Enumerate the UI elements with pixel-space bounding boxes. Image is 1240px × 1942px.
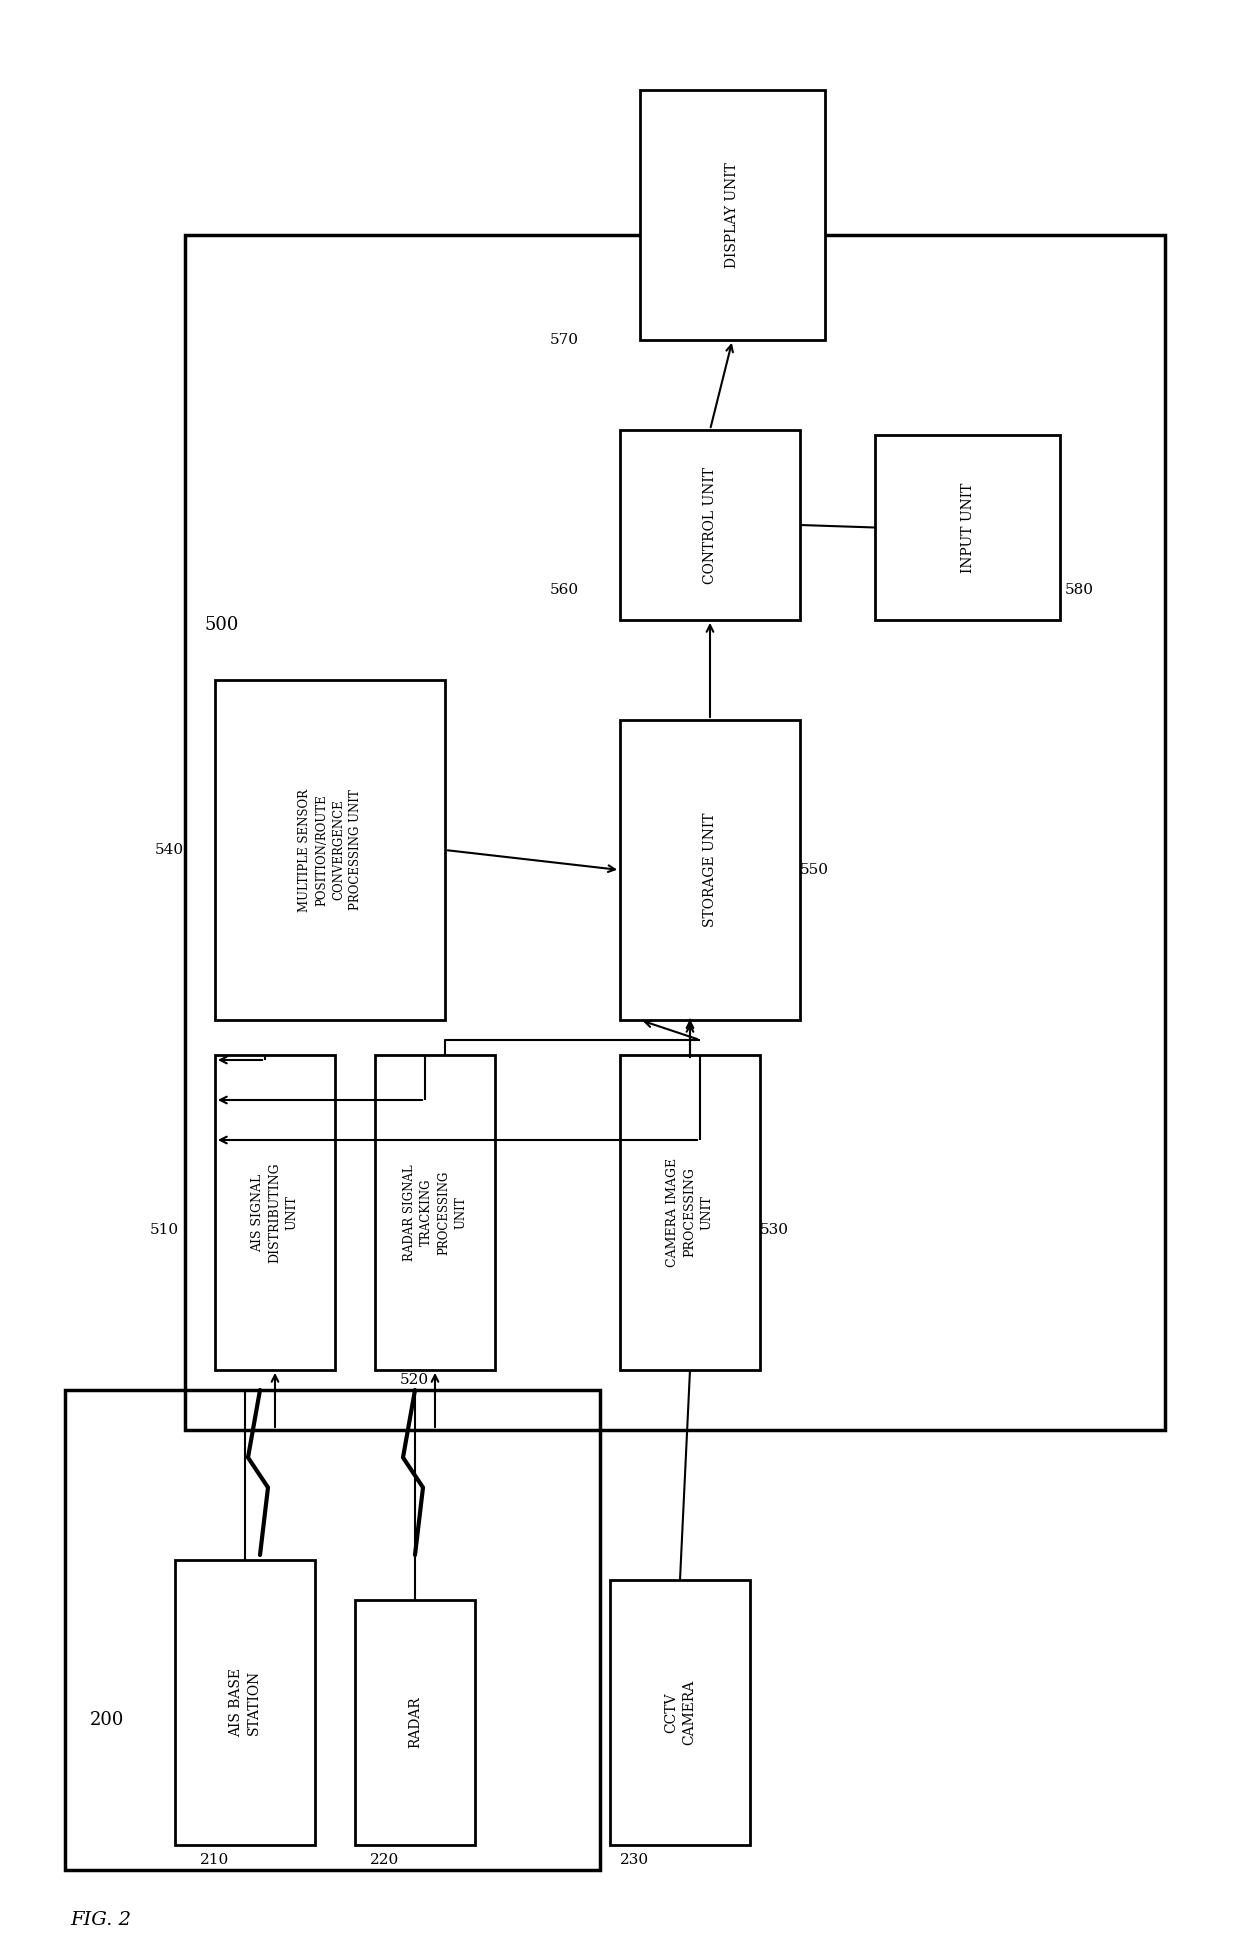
Text: CAMERA IMAGE
PROCESSING
UNIT: CAMERA IMAGE PROCESSING UNIT bbox=[667, 1157, 713, 1266]
Text: 200: 200 bbox=[91, 1711, 124, 1728]
Text: 580: 580 bbox=[1065, 583, 1094, 596]
Text: 550: 550 bbox=[800, 862, 830, 878]
Text: DISPLAY UNIT: DISPLAY UNIT bbox=[725, 161, 739, 268]
Bar bbox=[610, 1581, 750, 1845]
Text: AIS BASE
STATION: AIS BASE STATION bbox=[229, 1668, 262, 1736]
Text: FIG. 2: FIG. 2 bbox=[69, 1911, 131, 1928]
Bar bbox=[215, 1055, 335, 1369]
Text: MULTIPLE SENSOR
POSITION/ROUTE
CONVERGENCE
PROCESSING UNIT: MULTIPLE SENSOR POSITION/ROUTE CONVERGEN… bbox=[298, 788, 362, 911]
Text: CONTROL UNIT: CONTROL UNIT bbox=[703, 466, 717, 583]
Text: 520: 520 bbox=[401, 1373, 429, 1387]
Bar bbox=[185, 235, 1166, 1429]
Text: 220: 220 bbox=[370, 1853, 399, 1866]
Text: 530: 530 bbox=[760, 1223, 789, 1237]
Bar bbox=[215, 680, 445, 1020]
Text: AIS SIGNAL
DISTRIBUTING
UNIT: AIS SIGNAL DISTRIBUTING UNIT bbox=[252, 1161, 299, 1262]
Text: 540: 540 bbox=[155, 843, 184, 856]
Text: 570: 570 bbox=[551, 332, 579, 348]
Text: STORAGE UNIT: STORAGE UNIT bbox=[703, 814, 717, 926]
Bar bbox=[355, 1600, 475, 1845]
Text: 500: 500 bbox=[205, 616, 239, 633]
Text: 230: 230 bbox=[620, 1853, 649, 1866]
Bar bbox=[620, 429, 800, 619]
Text: INPUT UNIT: INPUT UNIT bbox=[961, 482, 975, 573]
Text: RADAR SIGNAL
TRACKING
PROCESSING
UNIT: RADAR SIGNAL TRACKING PROCESSING UNIT bbox=[403, 1163, 467, 1260]
Bar bbox=[640, 89, 825, 340]
Bar bbox=[64, 1390, 600, 1870]
Text: 510: 510 bbox=[150, 1223, 179, 1237]
Bar bbox=[374, 1055, 495, 1369]
Text: CCTV
CAMERA: CCTV CAMERA bbox=[663, 1680, 696, 1746]
Text: 560: 560 bbox=[551, 583, 579, 596]
Bar bbox=[620, 1055, 760, 1369]
Bar bbox=[620, 720, 800, 1020]
Bar bbox=[875, 435, 1060, 619]
Text: RADAR: RADAR bbox=[408, 1697, 422, 1748]
Text: 210: 210 bbox=[200, 1853, 229, 1866]
Bar bbox=[175, 1559, 315, 1845]
